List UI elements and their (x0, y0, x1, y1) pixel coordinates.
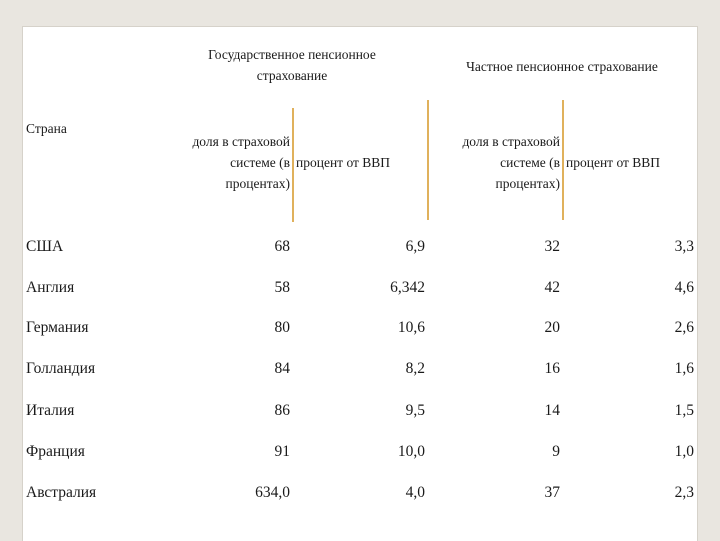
subheader-state-share-line3: процентах) (225, 176, 290, 191)
group-title-state-line2: страхование (256, 68, 328, 83)
row-state-share: 86 (274, 402, 291, 419)
row-country: США (26, 238, 64, 255)
header-separator-1 (292, 108, 294, 222)
row-state-share: 80 (274, 319, 291, 336)
row-private-gdp: 2,6 (674, 319, 694, 336)
row-state-gdp: 6,342 (390, 279, 425, 296)
group-title-state: Государственное пенсионное страхование (150, 44, 434, 86)
row-private-gdp: 1,5 (674, 402, 694, 419)
document-page (22, 26, 698, 541)
row-private-share: 14 (544, 402, 561, 419)
subheader-private-share-line1: доля в страховой (462, 134, 560, 149)
row-private-gdp: 4,6 (674, 279, 694, 296)
subheader-state-gdp: процент от ВВП (296, 155, 391, 170)
subheader-private-share: доля в страховой системе (в процентах) (390, 131, 560, 194)
row-state-share: 91 (274, 443, 291, 460)
subheader-private-share-line2: системе (в (500, 155, 560, 170)
subheader-state-share: доля в страховой системе (в процентах) (120, 131, 290, 194)
row-private-gdp: 1,0 (674, 443, 694, 460)
row-private-share: 37 (544, 484, 561, 501)
row-country: Австралия (26, 484, 97, 501)
row-private-gdp: 3,3 (674, 238, 694, 255)
group-title-state-line1: Государственное пенсионное (208, 47, 376, 62)
row-private-share: 42 (544, 279, 561, 296)
row-private-share: 9 (552, 443, 560, 460)
group-title-private: Частное пенсионное страхование (466, 59, 658, 74)
row-private-gdp: 2,3 (674, 484, 694, 501)
row-private-gdp: 1,6 (674, 360, 694, 377)
subheader-state-share-line1: доля в страховой (192, 134, 290, 149)
header-separator-2 (427, 100, 429, 220)
subheader-private-share-line3: процентах) (495, 176, 560, 191)
row-state-share: 68 (274, 238, 291, 255)
row-private-share: 32 (544, 238, 561, 255)
row-private-share: 20 (544, 319, 561, 336)
row-state-gdp: 10,6 (397, 319, 425, 336)
row-country: Германия (26, 319, 89, 336)
subheader-private-gdp: процент от ВВП (566, 155, 661, 170)
row-state-gdp: 6,9 (405, 238, 425, 255)
row-state-gdp: 4,0 (405, 484, 425, 501)
row-state-gdp: 8,2 (405, 360, 425, 377)
header-separator-3 (562, 100, 564, 220)
row-country: Италия (26, 402, 75, 419)
row-country: Англия (26, 279, 75, 296)
row-country: Голландия (26, 360, 96, 377)
row-state-share: 634,0 (255, 484, 290, 501)
row-state-share: 58 (274, 279, 291, 296)
country-header: Страна (26, 121, 67, 136)
row-state-gdp: 10,0 (397, 443, 425, 460)
row-country: Франция (26, 443, 85, 460)
row-state-gdp: 9,5 (405, 402, 425, 419)
subheader-state-share-line2: системе (в (230, 155, 290, 170)
row-state-share: 84 (274, 360, 291, 377)
row-private-share: 16 (544, 360, 561, 377)
